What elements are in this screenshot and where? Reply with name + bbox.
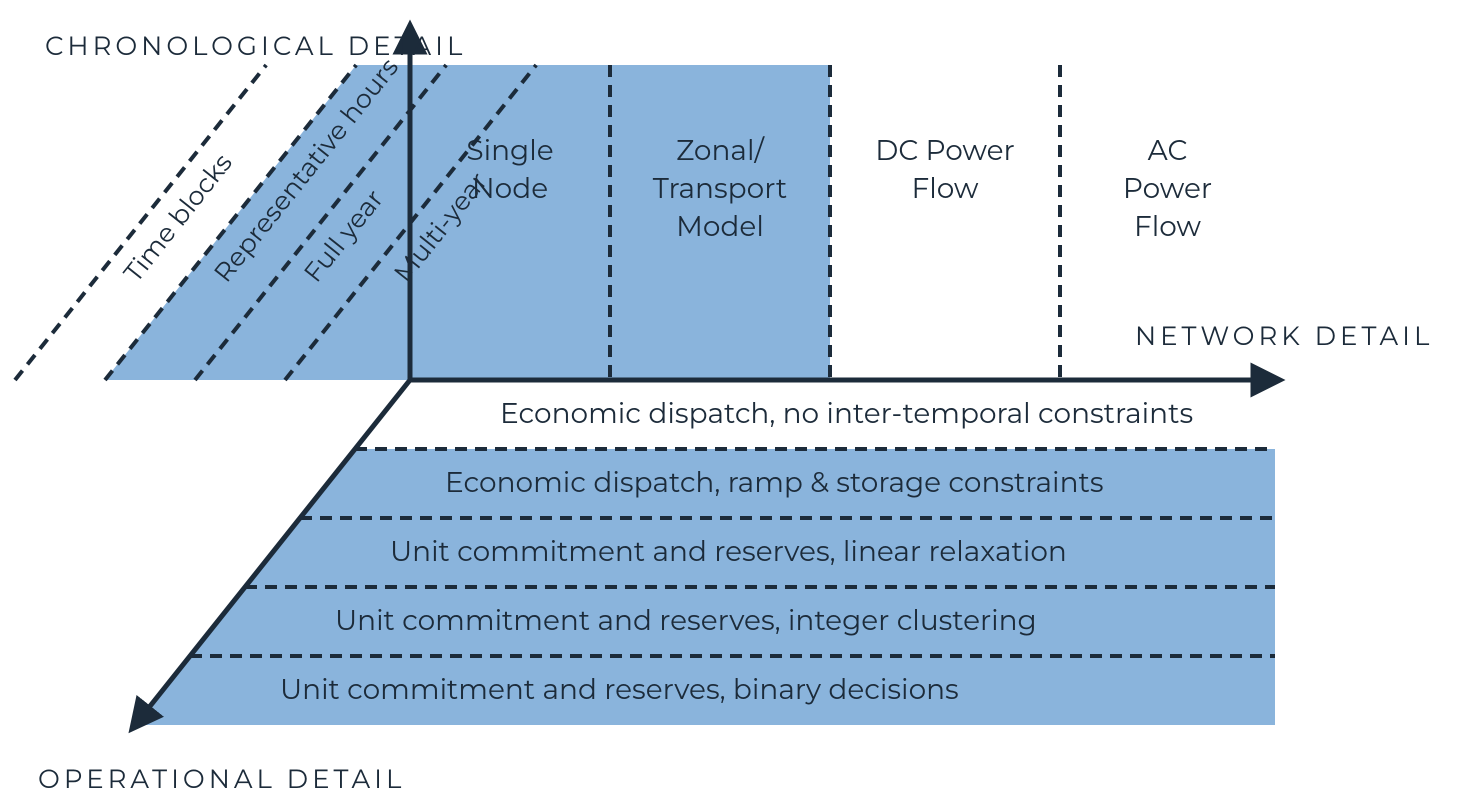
network-column-label: Transport — [653, 172, 787, 206]
network-column-label: Model — [676, 210, 764, 244]
network-column-label: Single — [466, 134, 553, 168]
network-column-label: Zonal/ — [676, 134, 765, 168]
network-column-label: Power — [1123, 172, 1212, 206]
diag-axis-label: OPERATIONAL DETAIL — [38, 763, 405, 795]
operational-row-label: Economic dispatch, ramp & storage constr… — [445, 466, 1104, 500]
operational-row-label: Unit commitment and reserves, linear rel… — [390, 535, 1067, 569]
operational-row-label: Economic dispatch, no inter-temporal con… — [500, 397, 1193, 431]
x-axis-label: NETWORK DETAIL — [1135, 320, 1433, 352]
network-column-label: Flow — [911, 172, 978, 206]
operational-row-label: Unit commitment and reserves, integer cl… — [335, 604, 1037, 638]
network-column-label: AC — [1148, 134, 1188, 168]
network-column-label: Node — [472, 172, 548, 206]
y-axis-label: CHRONOLOGICAL DETAIL — [45, 30, 466, 62]
operational-row-label: Unit commitment and reserves, binary dec… — [280, 673, 959, 707]
network-column-label: DC Power — [875, 134, 1015, 168]
network-column-label: Flow — [1134, 210, 1201, 244]
